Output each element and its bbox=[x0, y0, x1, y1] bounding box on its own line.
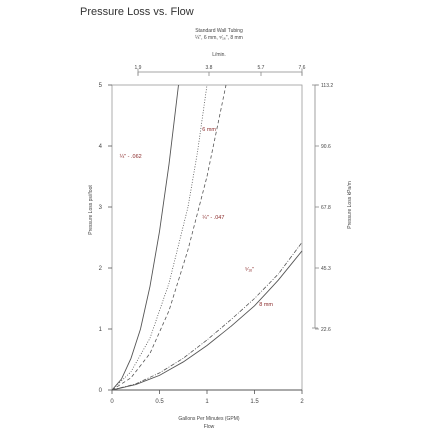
series-line-1 bbox=[111, 84, 208, 391]
right-tick-label: 90.6 bbox=[321, 144, 331, 150]
chart-subtitle-line-2: ¼", 6 mm, ⁵⁄₁₆", 8 mm bbox=[195, 35, 243, 41]
series-line-3 bbox=[111, 242, 303, 391]
top-tick-label: 5.7 bbox=[258, 65, 265, 71]
right-tick-label: 45.3 bbox=[321, 266, 331, 272]
y-axis-title-right: Pressure Loss kPa/m bbox=[347, 181, 353, 229]
y-ticks: 0 1 2 3 4 5 bbox=[99, 83, 112, 394]
chart-subtitle-line-1: Standard Wall Tubing bbox=[195, 28, 243, 34]
x-tick-label: 1 bbox=[205, 399, 209, 405]
y-axis-title-left: Pressure Loss psi/foot bbox=[88, 185, 94, 235]
chart-title: Pressure Loss vs. Flow bbox=[80, 6, 194, 18]
top-tick-label: 1.9 bbox=[135, 65, 142, 71]
series-annotation-1: 6 mm bbox=[202, 127, 216, 133]
right-tick-label: 22.6 bbox=[321, 327, 331, 333]
x-axis-title-line-1: Gallons Per Minutes (GPM) bbox=[178, 416, 239, 422]
series-line-0 bbox=[111, 84, 179, 391]
y-tick-label: 3 bbox=[99, 205, 103, 211]
top-axis-label: L/min. bbox=[212, 52, 226, 58]
series-group bbox=[111, 84, 303, 391]
right-axis: 22.6 45.3 67.8 90.6 113.2 bbox=[312, 83, 333, 333]
top-tick-label: 3.8 bbox=[206, 65, 213, 71]
series-annotation-2: ¼" - .047 bbox=[202, 215, 224, 221]
right-tick-label: 113.2 bbox=[321, 83, 333, 89]
y-tick-label: 0 bbox=[99, 388, 103, 394]
top-ticks: 1.9 3.8 5.7 7.6 bbox=[135, 65, 306, 76]
right-ticks: 22.6 45.3 67.8 90.6 113.2 bbox=[315, 83, 333, 333]
y-tick-label: 1 bbox=[99, 327, 103, 333]
series-annotation-4: 8 mm bbox=[259, 302, 273, 308]
x-ticks: 0 0.5 1 1.5 2 bbox=[110, 390, 304, 405]
x-tick-label: 2 bbox=[300, 399, 304, 405]
series-annotation-3: ⁵⁄₁₆" bbox=[245, 266, 254, 273]
x-axis-title-line-2: Flow bbox=[204, 424, 215, 430]
y-tick-label: 5 bbox=[99, 83, 103, 89]
right-tick-label: 67.8 bbox=[321, 205, 331, 211]
x-tick-label: 0 bbox=[110, 399, 114, 405]
series-line-4 bbox=[111, 250, 303, 391]
top-axis: 1.9 3.8 5.7 7.6 bbox=[135, 65, 306, 76]
y-tick-label: 2 bbox=[99, 266, 103, 272]
x-tick-label: 0.5 bbox=[155, 399, 164, 405]
series-annotation-0: ¼" - .062 bbox=[120, 154, 142, 160]
y-tick-label: 4 bbox=[99, 144, 103, 150]
annotations: ¼" - .062 6 mm ¼" - .047 ⁵⁄₁₆" 8 mm bbox=[120, 127, 274, 308]
x-tick-label: 1.5 bbox=[250, 399, 259, 405]
top-tick-label: 7.6 bbox=[299, 65, 306, 71]
